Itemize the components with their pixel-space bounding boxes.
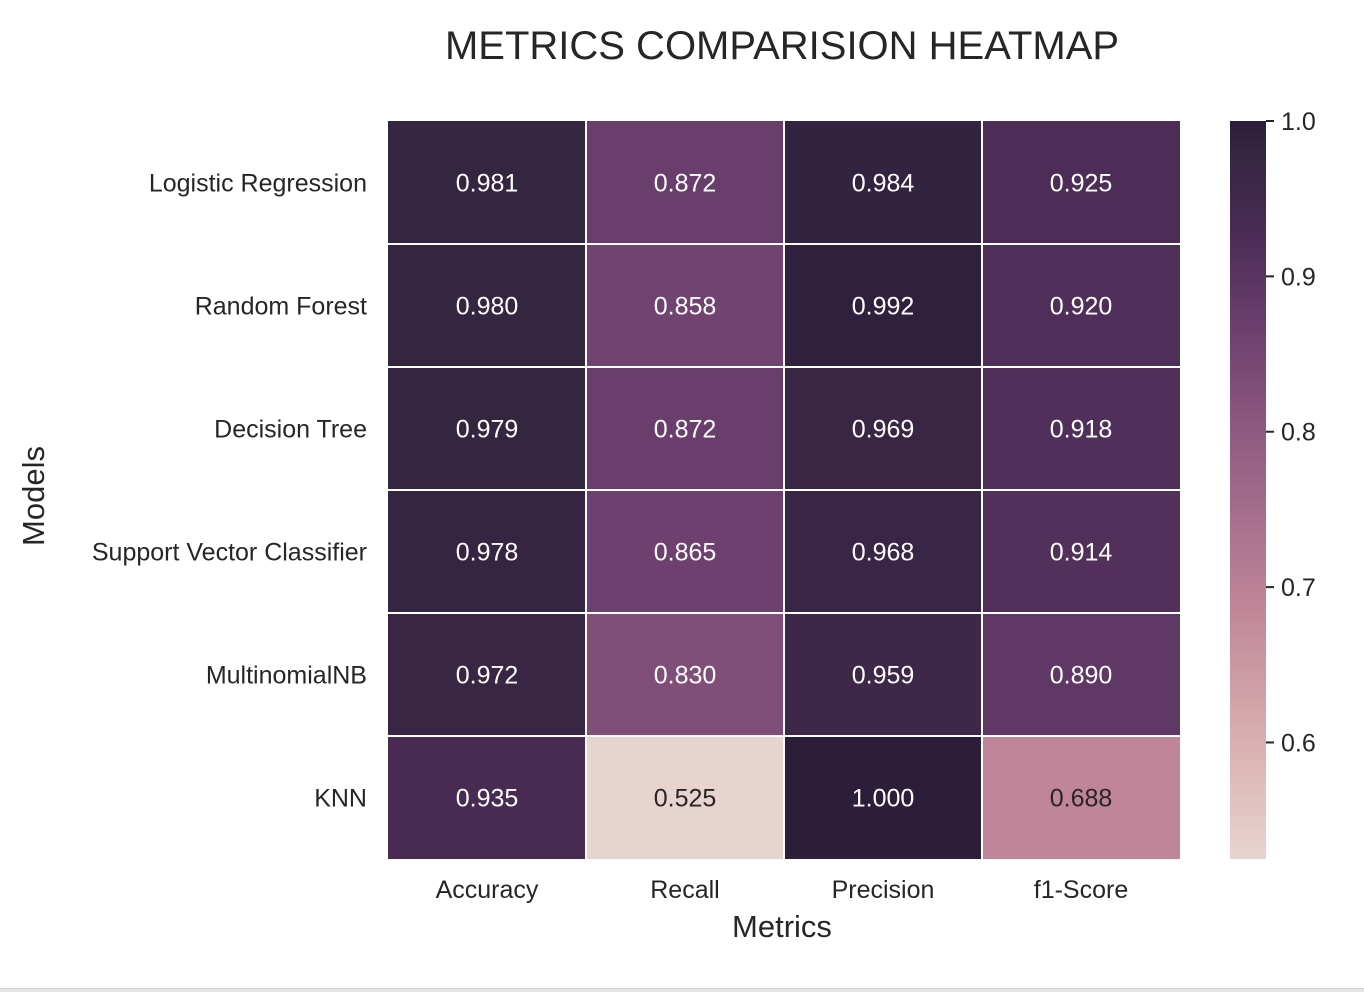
cell-value-label: 0.920 [1050,293,1113,321]
heatmap-cell [982,367,1180,490]
colorbar-tick-label: 0.7 [1281,574,1316,602]
heatmap-cell [982,490,1180,613]
y-axis-label: Models [16,446,51,546]
heatmap-cell [784,736,982,859]
heatmap-cell [586,244,784,367]
cell-value-label: 0.914 [1050,539,1113,567]
heatmap-cell [784,613,982,736]
heatmap-cell [784,490,982,613]
heatmap-cell [586,736,784,859]
cell-value-label: 0.925 [1050,170,1113,198]
cell-value-label: 0.830 [654,662,717,690]
cell-value-label: 1.000 [852,785,915,813]
heatmap-cell [586,121,784,244]
cell-value-label: 0.992 [852,293,915,321]
cell-value-label: 0.865 [654,539,717,567]
cell-value-label: 0.525 [654,785,717,813]
y-tick-label: Support Vector Classifier [92,539,367,567]
cell-value-label: 0.890 [1050,662,1113,690]
cell-value-label: 0.959 [852,662,915,690]
heatmap-cell [388,367,586,490]
heatmap-cell [982,736,1180,859]
heatmap-cell [982,244,1180,367]
cell-value-label: 0.969 [852,416,915,444]
heatmap-cell [784,121,982,244]
x-tick-label: Accuracy [436,876,539,904]
heatmap-cells [388,121,1180,859]
x-tick-label: Precision [832,876,935,904]
heatmap-annotations: 0.981 0.872 0.984 0.925 0.980 0.858 0.992 0.920… [456,170,1113,813]
x-tick-label: Recall [650,876,719,904]
y-tick-labels: Logistic Regression Random Forest Decision… [92,170,367,813]
y-tick-label: MultinomialNB [206,662,367,690]
heatmap-cell [388,613,586,736]
colorbar-tick-label: 1.0 [1281,108,1316,136]
y-tick-label: Logistic Regression [149,170,367,198]
x-tick-labels: Accuracy Recall Precision f1-Score [436,876,1129,904]
heatmap-cell [586,490,784,613]
cell-value-label: 0.918 [1050,416,1113,444]
colorbar-ticks: 0.6 0.7 0.8 0.9 1.0 [1266,108,1316,757]
heatmap-cell [388,490,586,613]
cell-value-label: 0.978 [456,539,519,567]
heatmap-cell [388,736,586,859]
colorbar-tick-label: 0.8 [1281,419,1316,447]
cell-value-label: 0.984 [852,170,915,198]
heatmap-cell [388,121,586,244]
cell-value-label: 0.858 [654,293,717,321]
cell-value-label: 0.979 [456,416,519,444]
y-tick-label: Random Forest [195,293,367,321]
cell-value-label: 0.980 [456,293,519,321]
cell-value-label: 0.935 [456,785,519,813]
heatmap-grid [388,121,1180,859]
bottom-divider [0,988,1364,992]
heatmap-cell [784,367,982,490]
cell-value-label: 0.872 [654,416,717,444]
cell-value-label: 0.688 [1050,785,1113,813]
heatmap-cell [982,613,1180,736]
heatmap-cell [586,613,784,736]
chart-title: METRICS COMPARISION HEATMAP [445,24,1119,68]
cell-value-label: 0.972 [456,662,519,690]
heatmap-cell [784,244,982,367]
x-tick-label: f1-Score [1034,876,1128,904]
colorbar [1230,121,1266,859]
heatmap-cell [982,121,1180,244]
colorbar-tick-label: 0.6 [1281,729,1316,757]
heatmap-cell [388,244,586,367]
heatmap-cell [586,367,784,490]
colorbar-tick-label: 0.9 [1281,263,1316,291]
cell-value-label: 0.872 [654,170,717,198]
cell-value-label: 0.981 [456,170,519,198]
cell-value-label: 0.968 [852,539,915,567]
y-tick-label: KNN [314,785,367,813]
y-tick-label: Decision Tree [214,416,367,444]
x-axis-label: Metrics [732,909,832,944]
